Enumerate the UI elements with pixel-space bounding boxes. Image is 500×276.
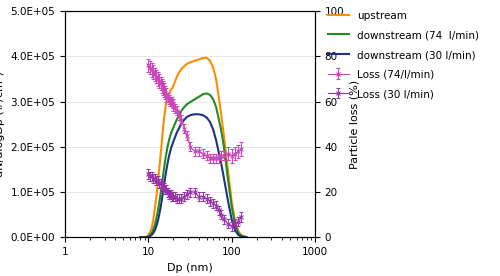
Y-axis label: Particle loss (%): Particle loss (%) [350,80,360,169]
X-axis label: Dp (nm): Dp (nm) [167,263,213,273]
Y-axis label: dN/dlogDp (#/cm³): dN/dlogDp (#/cm³) [0,71,5,177]
Legend: upstream, downstream (74  l/min), downstream (30 l/min), Loss (74/l/min), Loss (: upstream, downstream (74 l/min), downstr… [328,11,479,99]
